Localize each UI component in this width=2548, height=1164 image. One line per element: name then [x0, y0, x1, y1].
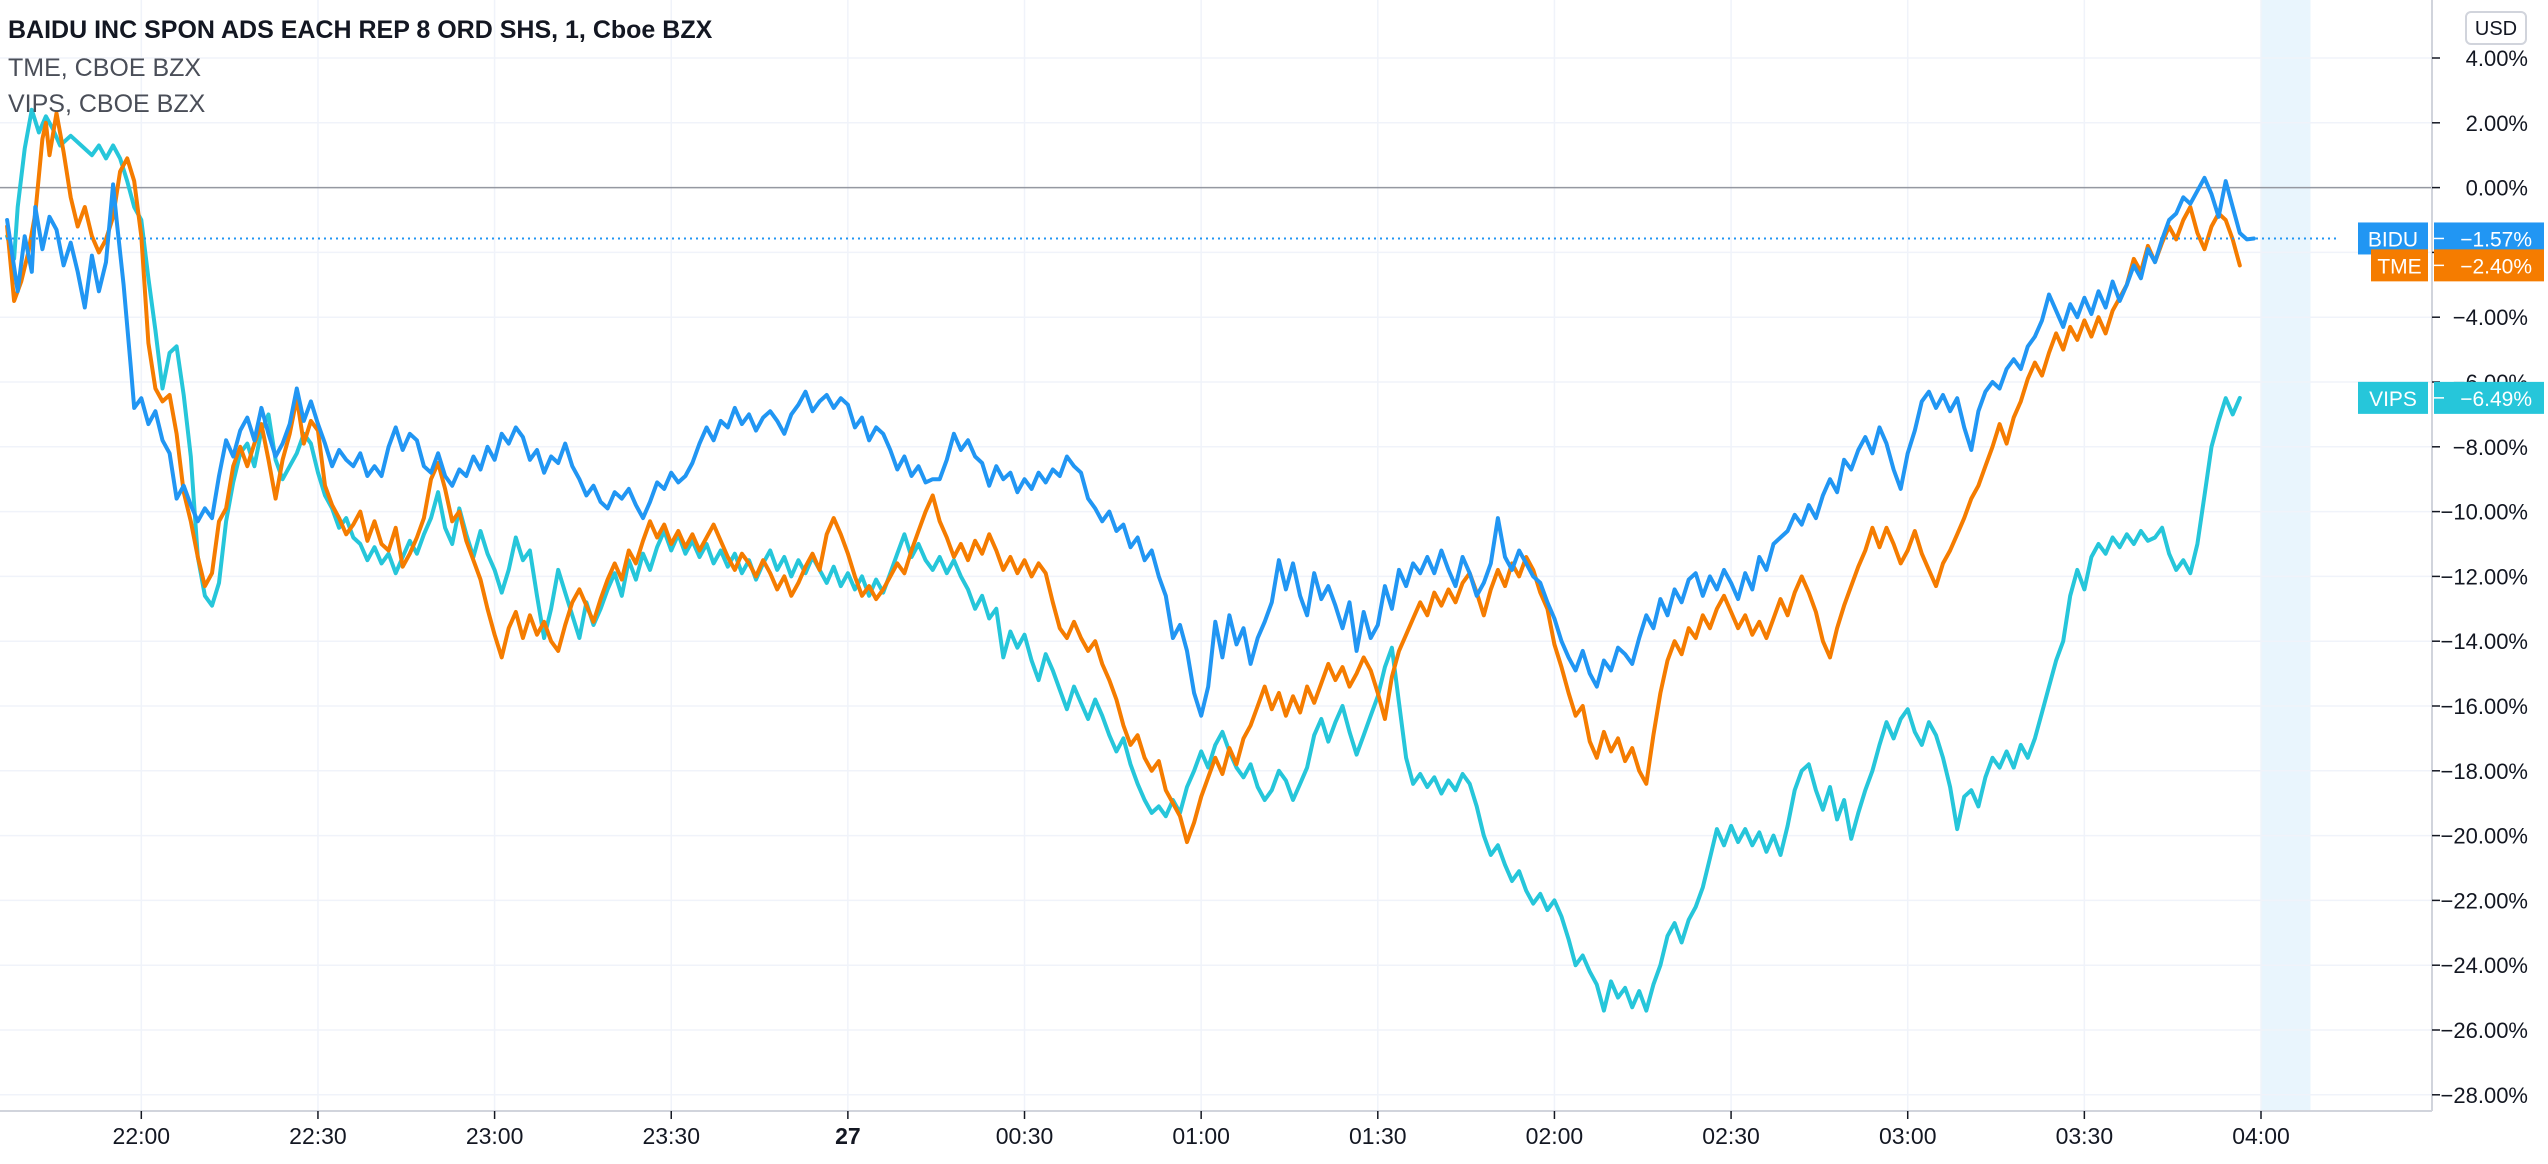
legend-series-tme[interactable]: TME, CBOE BZX — [8, 54, 201, 82]
badge-name-label: VIPS — [2369, 388, 2417, 411]
currency-label: USD — [2475, 18, 2517, 40]
time-axis[interactable]: 22:00 22:30 23:00 23:30 27 00:30 01:00 01:30 02:… — [113, 1111, 2290, 1149]
y-tick-label: −8.00% — [2453, 435, 2528, 460]
badge-value-label: −2.40% — [2460, 255, 2532, 278]
series-lines — [0, 107, 2340, 1013]
y-tick-label: −12.00% — [2441, 564, 2528, 589]
x-tick-label: 00:30 — [996, 1123, 1054, 1149]
x-tick-label: 03:30 — [2056, 1123, 2114, 1149]
y-tick-label: −24.00% — [2441, 953, 2528, 978]
badge-value-box — [2434, 249, 2544, 282]
badge-tme[interactable]: TME −2.40% — [2371, 249, 2544, 282]
x-tick-label: 04:00 — [2232, 1123, 2290, 1149]
y-tick-label: −10.00% — [2441, 500, 2528, 525]
legend-title[interactable]: BAIDU INC SPON ADS EACH REP 8 ORD SHS, 1… — [8, 16, 713, 44]
y-tick-label: 4.00% — [2466, 46, 2528, 71]
badge-name-box — [2358, 381, 2428, 414]
y-tick-label: 2.00% — [2466, 111, 2528, 136]
y-tick-label: −14.00% — [2441, 629, 2528, 654]
badge-value-label: −6.49% — [2460, 388, 2532, 411]
legend-series-vips[interactable]: VIPS, CBOE BZX — [8, 90, 206, 118]
y-tick-label: 0.00% — [2466, 176, 2528, 201]
series-line-bidu[interactable] — [5, 175, 2256, 718]
x-tick-label: 23:00 — [466, 1123, 524, 1149]
x-tick-label: 23:30 — [642, 1123, 700, 1149]
badge-vips[interactable]: VIPS −6.49% — [2358, 381, 2544, 414]
badge-name-label: BIDU — [2368, 228, 2418, 251]
x-tick-label: 02:00 — [1526, 1123, 1584, 1149]
legend: BAIDU INC SPON ADS EACH REP 8 ORD SHS, 1… — [8, 16, 713, 118]
badge-name-box — [2371, 249, 2428, 282]
badge-name-box — [2358, 222, 2428, 255]
y-tick-label: −16.00% — [2441, 694, 2528, 719]
x-tick-label: 22:00 — [113, 1123, 171, 1149]
x-tick-label: 01:00 — [1172, 1123, 1230, 1149]
x-tick-label: 01:30 — [1349, 1123, 1407, 1149]
y-tick-label: −26.00% — [2441, 1018, 2528, 1043]
x-tick-label: 02:30 — [1702, 1123, 1760, 1149]
x-tick-label: 03:00 — [1879, 1123, 1937, 1149]
badge-value-box — [2434, 222, 2544, 255]
session-highlight — [2261, 0, 2311, 1111]
badge-value-box — [2434, 381, 2544, 414]
price-badges: BIDU −1.57% TME −2.40% VIPS −6.49% — [2358, 222, 2544, 414]
badge-value-label: −1.57% — [2460, 228, 2532, 251]
currency-button[interactable]: USD — [2465, 11, 2527, 45]
y-tick-label: −22.00% — [2441, 888, 2528, 913]
series-line-tme[interactable] — [5, 111, 2242, 845]
y-tick-label: −28.00% — [2441, 1083, 2528, 1108]
badge-bidu[interactable]: BIDU −1.57% — [2358, 222, 2544, 255]
y-tick-label: −20.00% — [2441, 824, 2528, 849]
x-tick-label: 22:30 — [289, 1123, 347, 1149]
y-tick-label: −4.00% — [2453, 305, 2528, 330]
highlight-band — [2261, 0, 2311, 1111]
series-line-vips[interactable] — [5, 107, 2242, 1013]
price-axis[interactable]: 4.00%2.00%0.00%−2.00%−4.00%−6.00%−8.00%−… — [2432, 46, 2528, 1108]
x-tick-label: 27 — [835, 1123, 861, 1149]
y-tick-label: −18.00% — [2441, 759, 2528, 784]
badge-name-label: TME — [2377, 255, 2421, 278]
